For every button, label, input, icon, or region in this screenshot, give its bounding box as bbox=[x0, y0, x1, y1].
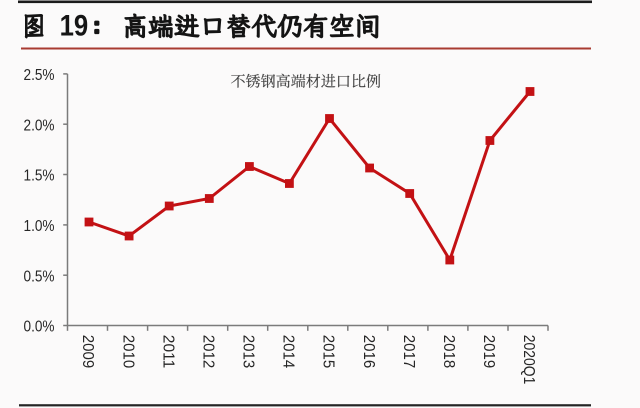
svg-text:2016: 2016 bbox=[360, 335, 377, 369]
svg-text:2015: 2015 bbox=[320, 335, 337, 369]
svg-text:0.0%: 0.0% bbox=[24, 319, 55, 336]
svg-text:2009: 2009 bbox=[79, 335, 96, 369]
svg-text:2017: 2017 bbox=[400, 335, 417, 369]
svg-text:1.0%: 1.0% bbox=[24, 218, 55, 235]
svg-text:0.5%: 0.5% bbox=[24, 268, 55, 285]
svg-text:2019: 2019 bbox=[480, 335, 497, 369]
svg-text:2.0%: 2.0% bbox=[24, 117, 55, 134]
svg-text:2018: 2018 bbox=[440, 335, 457, 369]
svg-text:2010: 2010 bbox=[119, 335, 136, 369]
svg-text:2011: 2011 bbox=[159, 335, 176, 369]
svg-text:2014: 2014 bbox=[280, 335, 297, 369]
svg-text:1.5%: 1.5% bbox=[24, 168, 55, 185]
svg-text:19: 19 bbox=[60, 11, 89, 43]
svg-text:2.5%: 2.5% bbox=[24, 67, 55, 84]
svg-text:2013: 2013 bbox=[240, 335, 257, 369]
svg-text:2012: 2012 bbox=[200, 335, 217, 369]
svg-text:2020Q1: 2020Q1 bbox=[520, 335, 537, 385]
